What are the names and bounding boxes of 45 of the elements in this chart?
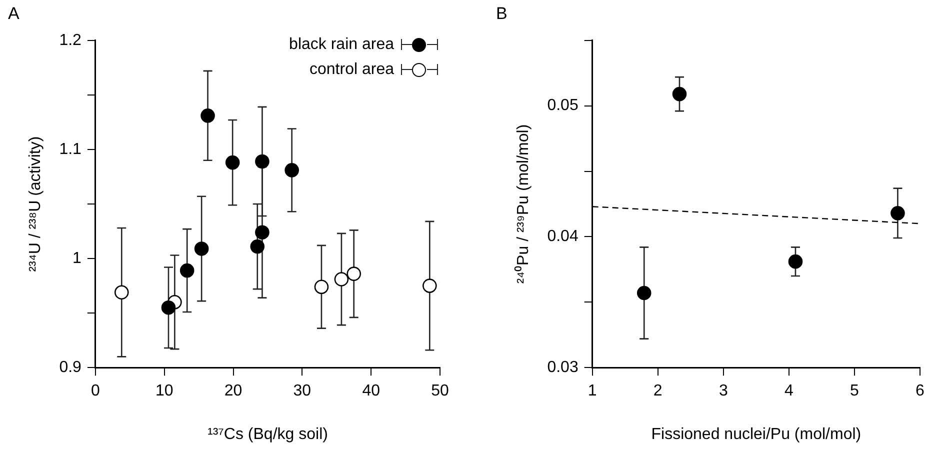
chart-title: B [496, 4, 508, 23]
x-tick-label: 50 [431, 382, 449, 400]
y-tick-label: 0.05 [547, 97, 578, 114]
y-axis-title: ²⁴⁰Pu / ²³⁹Pu (mol/mol) [514, 124, 532, 284]
y-tick-label: 1 [72, 250, 82, 267]
y-tick-label: 1.1 [59, 140, 82, 158]
x-tick-label: 40 [362, 382, 380, 400]
point [284, 163, 299, 178]
point [636, 286, 652, 300]
legend-label: black rain area [289, 35, 394, 56]
y-tick-label: 0.04 [547, 228, 578, 246]
point [334, 272, 349, 286]
point [194, 242, 209, 256]
point [255, 154, 270, 169]
x-axis-title: Fissioned nuclei/Pu (mol/mol) [651, 426, 862, 443]
point [890, 206, 905, 220]
x-tick-label: 2 [653, 382, 662, 400]
y-tick-label: 0.03 [547, 359, 578, 376]
x-tick-label: 5 [850, 382, 860, 400]
point [314, 280, 329, 294]
x-tick-label: 4 [784, 382, 794, 400]
x-tick-label: 0 [90, 382, 100, 400]
x-axis-title: ¹³⁷Cs (Bq/kg soil) [207, 426, 328, 443]
x-tick-label: 1 [588, 382, 597, 400]
point [225, 155, 240, 170]
point [180, 263, 194, 278]
x-tick-label: 6 [916, 382, 925, 400]
y-tick-label: 0.9 [59, 359, 82, 376]
point [200, 108, 215, 123]
y-axis-title: ²³⁴U / ²³⁸U (activity) [27, 136, 44, 272]
legend-label: control area [310, 60, 394, 80]
x-tick-label: 3 [718, 382, 728, 400]
chart-title: A [8, 4, 20, 23]
point [422, 278, 437, 293]
point [672, 86, 687, 102]
point [250, 239, 265, 254]
point [255, 225, 270, 240]
point [346, 266, 362, 281]
x-tick-label: 30 [293, 382, 312, 400]
point [161, 300, 176, 315]
x-tick-label: 20 [224, 382, 242, 400]
point [114, 285, 129, 300]
x-tick-label: 10 [155, 382, 174, 400]
y-tick-label: 1.2 [59, 32, 82, 49]
point [788, 254, 803, 269]
